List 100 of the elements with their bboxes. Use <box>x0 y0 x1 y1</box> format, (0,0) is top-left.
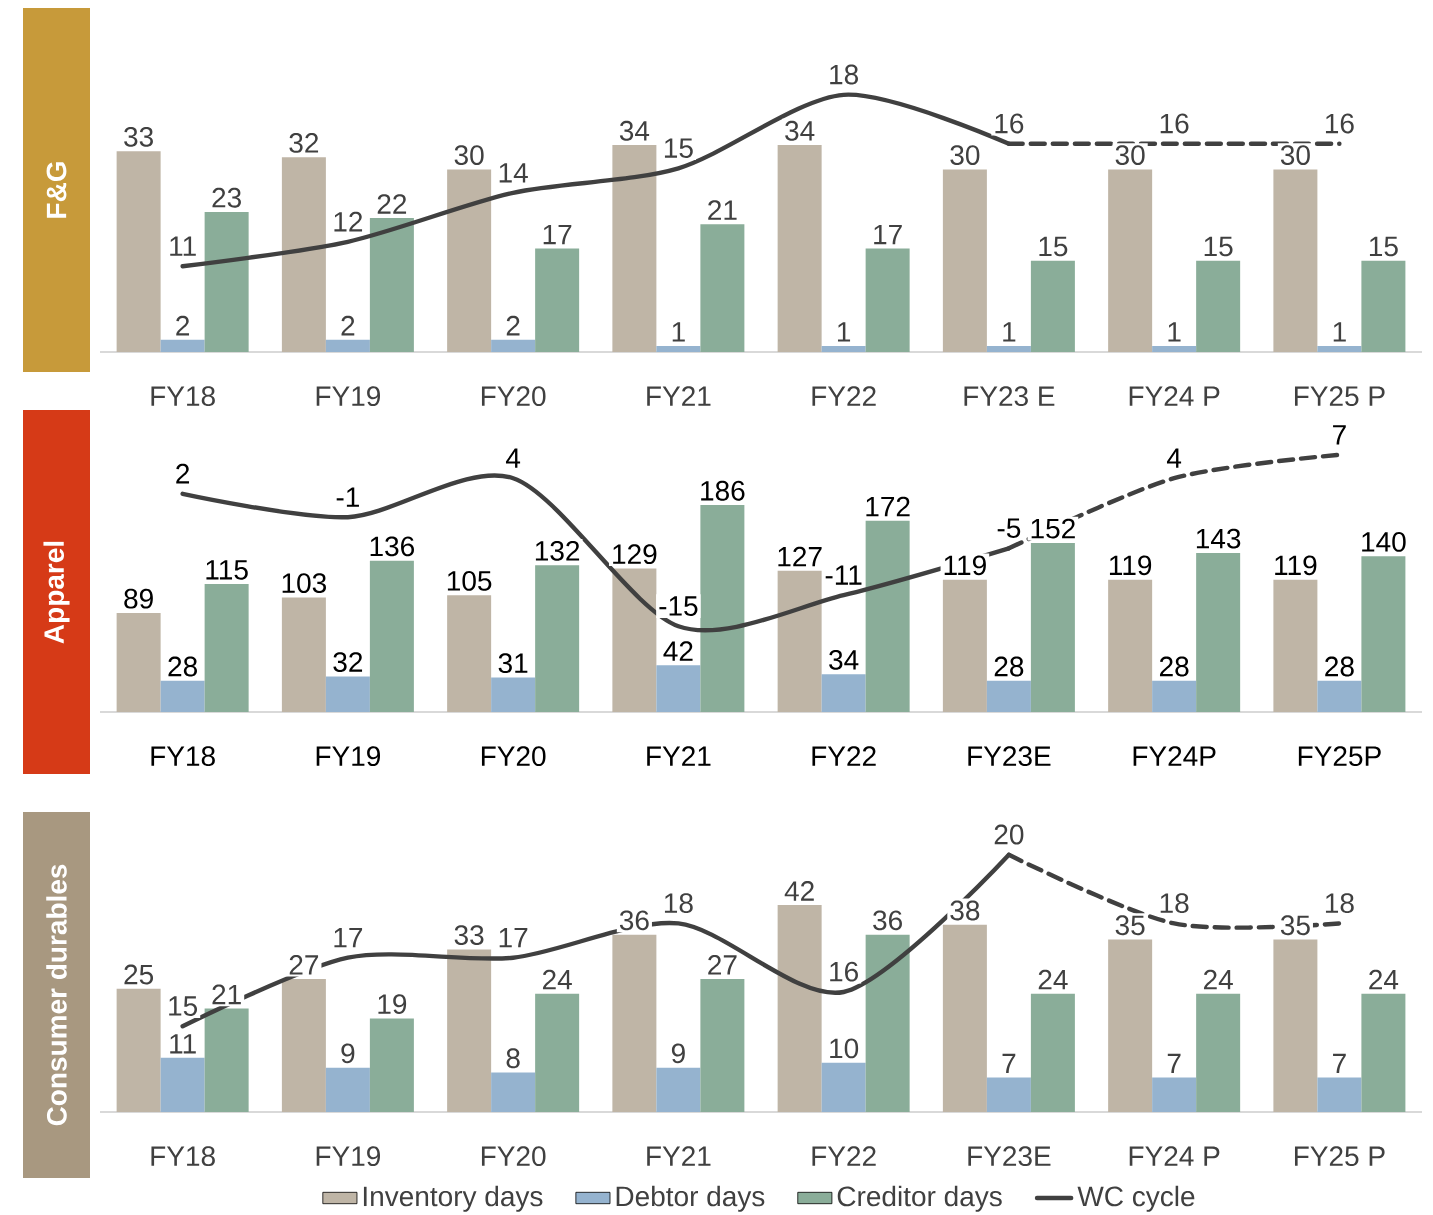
data-label: 17 <box>874 224 902 245</box>
bar <box>942 169 987 352</box>
bar <box>491 1072 536 1112</box>
data-label: 36 <box>873 910 902 931</box>
bar <box>447 595 492 712</box>
data-label: 2 <box>176 315 190 336</box>
data-label: 152 <box>1031 518 1075 539</box>
data-label: 1 <box>1333 322 1346 342</box>
bar <box>1108 169 1153 352</box>
bar <box>325 339 370 352</box>
data-label: 38 <box>950 900 980 921</box>
x-tick-label: FY20 <box>481 386 546 407</box>
data-label: 129 <box>613 544 657 565</box>
data-label: 136 <box>370 536 414 557</box>
bar <box>116 151 161 352</box>
bar <box>204 212 249 352</box>
data-label: 140 <box>1362 532 1406 552</box>
data-label: 32 <box>333 652 363 673</box>
data-label: 34 <box>619 120 650 141</box>
legend-label: Creditor days <box>837 1185 1002 1212</box>
data-label: 7 <box>1333 1053 1346 1074</box>
data-label: 17 <box>543 224 572 245</box>
x-tick-label: FY24 P <box>1129 1146 1220 1166</box>
data-label: 11 <box>170 236 196 256</box>
bar <box>656 665 701 712</box>
data-label: -15 <box>659 596 698 616</box>
data-label: 2 <box>506 315 520 336</box>
x-tick-label: FY24 P <box>1129 386 1220 406</box>
data-label: 31 <box>498 653 528 674</box>
x-tick-label: FY20 <box>481 746 546 767</box>
data-label: 20 <box>994 824 1024 845</box>
data-label: 143 <box>1196 528 1241 549</box>
legend-label: Debtor days <box>616 1185 765 1212</box>
data-label: 1 <box>672 322 685 342</box>
bar <box>821 345 866 352</box>
data-label: 33 <box>124 126 153 147</box>
data-label: 30 <box>1115 145 1145 166</box>
bar <box>656 345 701 352</box>
data-label: 23 <box>212 187 241 208</box>
data-label: 172 <box>866 496 910 517</box>
data-label: 15 <box>664 138 693 158</box>
data-label: 16 <box>995 113 1024 134</box>
bar <box>1152 1077 1197 1112</box>
bar <box>700 224 745 352</box>
data-label: 42 <box>784 881 814 901</box>
bar <box>1152 345 1197 352</box>
bar <box>612 568 657 712</box>
data-label: 27 <box>708 955 737 975</box>
data-label: 27 <box>289 955 319 975</box>
data-label: 9 <box>671 1043 685 1064</box>
data-label: 119 <box>944 555 986 576</box>
bar <box>942 579 987 712</box>
text: F&G <box>46 162 67 218</box>
text: Consumer durables <box>46 864 67 1126</box>
data-label: 35 <box>1115 915 1145 936</box>
data-label: 103 <box>282 573 326 594</box>
bar <box>1317 1077 1362 1112</box>
bar <box>777 145 822 352</box>
x-tick-label: FY18 <box>151 746 215 767</box>
data-label: 15 <box>1369 236 1398 257</box>
x-tick-label: FY23E <box>968 1146 1051 1167</box>
data-label: 89 <box>124 588 153 609</box>
bar <box>1273 169 1318 352</box>
bar <box>160 339 205 352</box>
data-label: 30 <box>950 145 980 166</box>
data-label: -5 <box>997 518 1021 538</box>
data-label: 1 <box>837 322 851 342</box>
data-label: 16 <box>830 961 858 982</box>
data-label: 15 <box>1204 236 1233 257</box>
data-label: 132 <box>535 540 580 561</box>
data-label: 30 <box>454 145 484 166</box>
x-tick-label: FY21 <box>647 1146 711 1166</box>
x-tick-label: FY20 <box>481 1146 546 1167</box>
bar <box>325 676 370 712</box>
data-label: 34 <box>829 649 859 670</box>
x-tick-label: FY18 <box>151 386 215 407</box>
bar <box>777 905 822 1112</box>
data-label: 24 <box>1203 969 1233 990</box>
data-label: 119 <box>1109 555 1152 576</box>
bar <box>535 993 580 1112</box>
bar <box>325 1067 370 1112</box>
bar <box>116 988 161 1112</box>
data-label: 25 <box>124 964 154 985</box>
data-label: 18 <box>664 893 693 914</box>
bar <box>942 924 987 1112</box>
x-tick-label: FY19 <box>316 746 381 767</box>
data-label: 105 <box>447 570 492 591</box>
data-label: 28 <box>1325 656 1354 677</box>
bar <box>1152 680 1197 712</box>
bar <box>281 157 326 352</box>
data-label: 2 <box>341 315 355 336</box>
data-label: 16 <box>1160 113 1189 134</box>
bar <box>1317 345 1362 352</box>
bar <box>1273 939 1318 1112</box>
data-label: 18 <box>1160 893 1189 914</box>
data-label: 1 <box>1003 322 1016 342</box>
x-tick-label: FY22 <box>812 1146 876 1166</box>
bar <box>535 565 580 712</box>
x-tick-label: FY18 <box>151 1146 215 1167</box>
data-label: 2 <box>176 463 190 484</box>
